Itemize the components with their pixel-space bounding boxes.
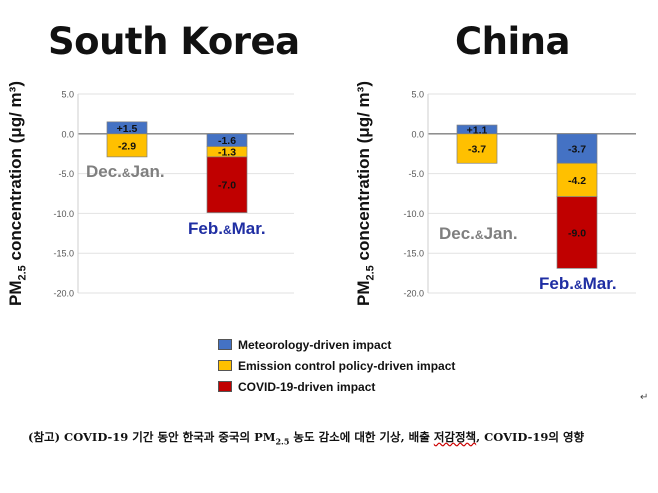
data-label: -9.0 [568, 228, 586, 240]
legend-item-meteorology: Meteorology-driven impact [218, 334, 455, 355]
y-tick-label: 0.0 [411, 129, 424, 139]
chart-title-china: China [455, 20, 571, 63]
legend-label-meteorology: Meteorology-driven impact [238, 337, 392, 352]
y-tick-label: 5.0 [411, 90, 424, 100]
y-tick-label: -10.0 [53, 209, 74, 219]
category-label: Dec.&Jan. [86, 162, 165, 181]
bar-segment [556, 162, 598, 198]
y-tick-label: -5.0 [58, 169, 74, 179]
bar-segment [556, 133, 598, 164]
category-label: Feb.&Mar. [539, 274, 617, 293]
legend-swatch-covid [218, 381, 232, 392]
caption-part3: , COVID-19의 영향 [476, 430, 585, 444]
y-tick-label: -15.0 [53, 249, 74, 259]
data-label: +1.5 [117, 123, 138, 135]
data-label: -1.6 [218, 135, 236, 147]
y-tick-label: -15.0 [403, 249, 424, 259]
y-tick-label: -20.0 [53, 289, 74, 299]
chart-title-south-korea: South Korea [48, 20, 300, 63]
caption-part2: 농도 감소에 대한 기상, 배출 [289, 430, 434, 444]
data-label: -3.7 [568, 144, 586, 156]
figure-caption: (참고) COVID-19 기간 동안 한국과 중국의 PM2.5 농도 감소에… [28, 429, 584, 446]
legend-label-covid: COVID-19-driven impact [238, 379, 376, 394]
y-tick-label: -20.0 [403, 289, 424, 299]
bar-segment [106, 133, 148, 158]
legend-item-emission: Emission control policy-driven impact [218, 355, 455, 376]
data-label: -2.9 [118, 140, 136, 152]
legend-swatch-emission [218, 360, 232, 371]
y-tick-label: 5.0 [61, 90, 74, 100]
data-label: +1.1 [467, 124, 488, 136]
y-tick-label: -10.0 [403, 209, 424, 219]
bar-segment [206, 156, 248, 213]
y-tick-label: 0.0 [61, 129, 74, 139]
category-label: Feb.&Mar. [188, 219, 266, 238]
data-label: -1.3 [218, 147, 236, 159]
y-tick-label: -5.0 [408, 169, 424, 179]
caption-sub: 2.5 [275, 436, 290, 447]
bar-segment [456, 133, 498, 164]
caption-underlined: 저감정책 [433, 430, 477, 444]
bar-segment [556, 196, 598, 269]
legend-item-covid: COVID-19-driven impact [218, 376, 455, 397]
legend: Meteorology-driven impact Emission contr… [218, 334, 455, 397]
return-mark: ↵ [640, 392, 649, 403]
category-label: Dec.&Jan. [439, 224, 518, 243]
caption-part1: (참고) COVID-19 기간 동안 한국과 중국의 PM [28, 430, 276, 444]
data-label: -4.2 [568, 175, 586, 187]
legend-label-emission: Emission control policy-driven impact [238, 358, 456, 373]
data-label: -7.0 [218, 180, 236, 192]
data-label: -3.7 [468, 144, 486, 156]
legend-swatch-meteorology [218, 339, 232, 350]
